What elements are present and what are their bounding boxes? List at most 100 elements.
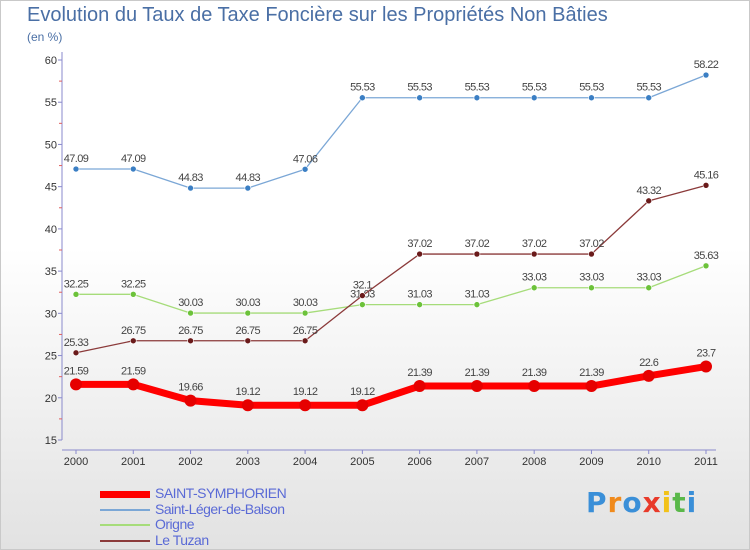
y-tick-label: 55 xyxy=(45,97,57,109)
data-point xyxy=(642,369,655,382)
data-point xyxy=(645,197,653,205)
data-label: 32.1 xyxy=(353,280,372,292)
x-tick-label: 2010 xyxy=(636,456,660,468)
data-point xyxy=(129,165,137,173)
data-point xyxy=(356,399,369,412)
data-point xyxy=(72,291,80,298)
data-label: 21.39 xyxy=(465,367,490,379)
y-tick-label: 40 xyxy=(45,224,57,236)
legend-label: Origne xyxy=(155,516,195,532)
x-tick-label: 2002 xyxy=(178,456,202,468)
data-label: 30.03 xyxy=(293,297,318,309)
x-tick-label: 2004 xyxy=(293,456,317,468)
data-point xyxy=(129,291,137,298)
x-tick-label: 2005 xyxy=(350,456,374,468)
chart-title: Evolution du Taux de Taxe Foncière sur l… xyxy=(27,4,608,26)
data-point xyxy=(72,165,80,173)
data-label: 21.59 xyxy=(121,365,146,377)
data-label: 19.12 xyxy=(350,386,375,398)
data-point xyxy=(359,94,366,102)
data-label: 31.03 xyxy=(407,289,432,301)
logo-letter: i xyxy=(661,486,673,519)
data-label: 33.03 xyxy=(522,272,547,284)
legend-swatch xyxy=(100,524,150,526)
x-tick-label: 2003 xyxy=(236,456,260,468)
legend-label: SAINT-SYMPHORIEN xyxy=(155,485,287,501)
x-tick-label: 2001 xyxy=(121,456,145,468)
y-tick-label: 15 xyxy=(45,435,57,447)
data-label: 58.22 xyxy=(694,59,719,71)
legend-label: Saint-Léger-de-Balson xyxy=(155,500,285,517)
logo-letter: t xyxy=(672,486,687,519)
data-label: 55.53 xyxy=(579,82,604,94)
y-tick-label: 35 xyxy=(45,266,57,278)
data-label: 37.02 xyxy=(465,238,490,250)
legend-swatch xyxy=(100,508,150,511)
data-point xyxy=(585,380,598,393)
data-point xyxy=(645,284,653,292)
x-tick-label: 2006 xyxy=(407,456,431,468)
data-point xyxy=(359,292,366,299)
data-label: 26.75 xyxy=(121,325,146,337)
data-label: 47.09 xyxy=(64,153,89,165)
chart-unit: (en %) xyxy=(27,30,63,44)
data-label: 26.75 xyxy=(293,325,318,337)
data-point xyxy=(184,394,197,407)
data-point xyxy=(301,337,309,345)
data-label: 19.12 xyxy=(236,386,261,398)
data-point xyxy=(359,301,366,308)
data-label: 21.39 xyxy=(407,367,432,379)
data-point xyxy=(702,182,710,189)
data-point xyxy=(530,250,538,258)
data-point xyxy=(301,165,309,173)
logo-letter: i xyxy=(686,486,698,519)
data-label: 55.53 xyxy=(465,82,490,94)
data-point xyxy=(645,94,653,102)
data-point xyxy=(413,380,426,393)
data-point xyxy=(702,262,710,270)
data-point xyxy=(244,337,252,345)
data-label: 45.16 xyxy=(694,169,719,181)
data-point xyxy=(588,250,595,258)
data-point xyxy=(70,378,82,391)
data-point xyxy=(299,399,312,412)
data-point xyxy=(416,250,423,258)
data-label: 21.39 xyxy=(522,367,547,379)
logo-letter: x xyxy=(642,486,662,519)
data-point xyxy=(127,378,140,391)
x-tick-label: 2000 xyxy=(64,456,88,468)
data-label: 55.53 xyxy=(636,82,661,94)
data-point xyxy=(702,71,710,79)
data-point xyxy=(301,309,309,317)
x-tick-label: 2008 xyxy=(522,456,546,468)
data-point xyxy=(129,337,137,345)
series-line xyxy=(75,184,707,354)
data-label: 32.25 xyxy=(121,278,146,290)
data-label: 19.66 xyxy=(178,382,203,394)
data-label: 22.6 xyxy=(639,357,658,369)
data-point xyxy=(241,399,254,412)
y-tick-label: 50 xyxy=(45,139,57,151)
x-tick-label: 2009 xyxy=(579,456,603,468)
data-label: 33.03 xyxy=(636,272,661,284)
data-point xyxy=(473,301,481,308)
data-point xyxy=(473,94,481,102)
data-point xyxy=(416,301,423,308)
data-point xyxy=(588,284,595,292)
x-tick-label: 2011 xyxy=(694,456,718,468)
data-point xyxy=(528,380,541,393)
y-tick-label: 20 xyxy=(45,393,57,405)
data-label: 37.02 xyxy=(522,238,547,250)
data-point xyxy=(187,184,194,192)
data-point xyxy=(244,309,252,317)
logo-letter: o xyxy=(622,486,643,519)
data-label: 25.33 xyxy=(64,337,89,349)
data-point xyxy=(700,360,712,373)
data-point xyxy=(473,250,481,258)
data-label: 19.12 xyxy=(293,386,318,398)
y-tick-label: 25 xyxy=(45,351,57,363)
data-label: 26.75 xyxy=(178,325,203,337)
data-label: 30.03 xyxy=(178,297,203,309)
series-line xyxy=(76,363,707,409)
legend-swatch xyxy=(100,539,150,542)
